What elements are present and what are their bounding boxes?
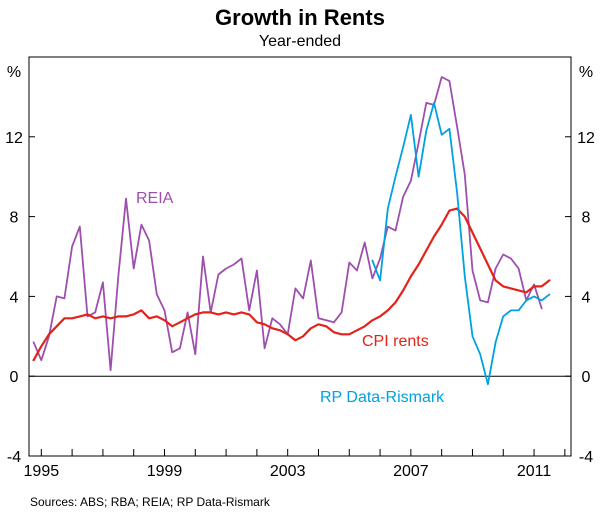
series-line-reia [32,76,543,372]
series-group [32,76,551,386]
series-line-cpi-rents [32,207,551,362]
x-tick-label: 2003 [270,463,306,480]
x-tick-label: 1995 [24,463,60,480]
y-tick-label-right: 12 [577,130,595,147]
plot-frame [28,56,572,457]
y-axis-right: -4 0 4 8 12 [565,130,595,466]
chart-title: Growth in Rents [215,5,385,30]
y-tick-label-left: 8 [10,210,19,227]
chart-subtitle: Year-ended [259,33,341,50]
y-tick-label-right: 8 [582,210,591,227]
series-label-reia: REIA [136,190,174,207]
y-tick-label-left: 12 [5,130,23,147]
x-axis: 1995 1999 2003 2007 2011 [24,449,566,480]
y-tick-label-right: 0 [582,369,591,386]
y-unit-right: % [579,64,593,81]
y-tick-label-right: -4 [579,449,593,466]
y-tick-label-left: 4 [10,289,19,306]
source-note: Sources: ABS; RBA; REIA; RP Data-Rismark [30,495,271,509]
series-label-cpi-rents: CPI rents [362,333,429,350]
series-label-rp-data-rismark: RP Data-Rismark [320,389,445,406]
x-tick-label: 2007 [393,463,429,480]
series-line-rp-data-rismark [371,102,551,386]
x-tick-label: 2011 [517,463,552,480]
y-axis-left: -4 0 4 8 12 [5,130,35,466]
y-tick-label-left: -4 [7,449,21,466]
y-unit-left: % [7,64,21,81]
x-tick-label: 1999 [147,463,183,480]
y-tick-label-right: 4 [582,289,591,306]
y-tick-label-left: 0 [10,369,19,386]
